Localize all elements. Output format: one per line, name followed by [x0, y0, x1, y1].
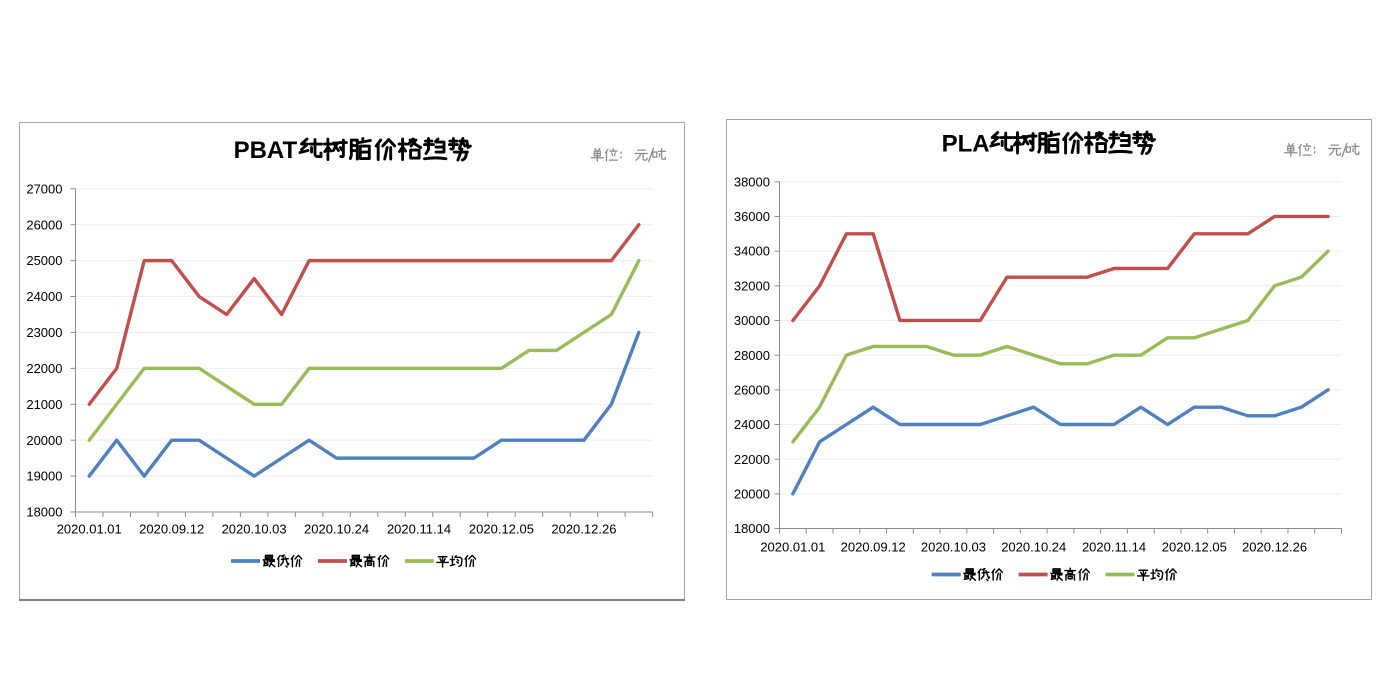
svg-text:2020.09.12: 2020.09.12 [139, 522, 204, 537]
svg-text:2020.11.14: 2020.11.14 [1082, 540, 1146, 555]
svg-text:18000: 18000 [734, 521, 770, 536]
svg-text:32000: 32000 [734, 278, 770, 293]
svg-text:20000: 20000 [734, 486, 770, 501]
svg-text:34000: 34000 [734, 244, 770, 259]
svg-text:2020.11.14: 2020.11.14 [387, 522, 451, 537]
svg-text:2020.09.12: 2020.09.12 [841, 540, 906, 555]
svg-text:25000: 25000 [26, 253, 62, 268]
svg-text:23000: 23000 [26, 325, 62, 340]
svg-text:19000: 19000 [26, 469, 62, 484]
svg-text:30000: 30000 [734, 313, 770, 328]
svg-text:2020.12.05: 2020.12.05 [1162, 540, 1227, 555]
svg-text:2020.12.26: 2020.12.26 [551, 522, 616, 537]
svg-text:2020.10.03: 2020.10.03 [921, 540, 986, 555]
svg-text:26000: 26000 [26, 217, 62, 232]
svg-text:2020.01.01: 2020.01.01 [57, 522, 122, 537]
svg-text:2020.10.03: 2020.10.03 [222, 522, 287, 537]
svg-text:2020.01.01: 2020.01.01 [760, 540, 825, 555]
svg-text:36000: 36000 [734, 209, 770, 224]
svg-text:21000: 21000 [26, 397, 62, 412]
svg-text:PLA: PLA [942, 131, 990, 158]
svg-text:26000: 26000 [734, 382, 770, 397]
svg-text:22000: 22000 [26, 361, 62, 376]
svg-text:27000: 27000 [26, 181, 62, 196]
svg-text:24000: 24000 [734, 417, 770, 432]
svg-text:24000: 24000 [26, 289, 62, 304]
svg-text:20000: 20000 [26, 433, 62, 448]
svg-text:38000: 38000 [734, 174, 770, 189]
svg-text:18000: 18000 [26, 505, 62, 520]
svg-text:22000: 22000 [734, 452, 770, 467]
svg-text:2020.12.26: 2020.12.26 [1242, 540, 1307, 555]
svg-text:PBAT: PBAT [234, 137, 298, 164]
svg-text:28000: 28000 [734, 348, 770, 363]
svg-text:2020.10.24: 2020.10.24 [1001, 540, 1066, 555]
svg-text:2020.10.24: 2020.10.24 [304, 522, 369, 537]
svg-text:2020.12.05: 2020.12.05 [469, 522, 534, 537]
